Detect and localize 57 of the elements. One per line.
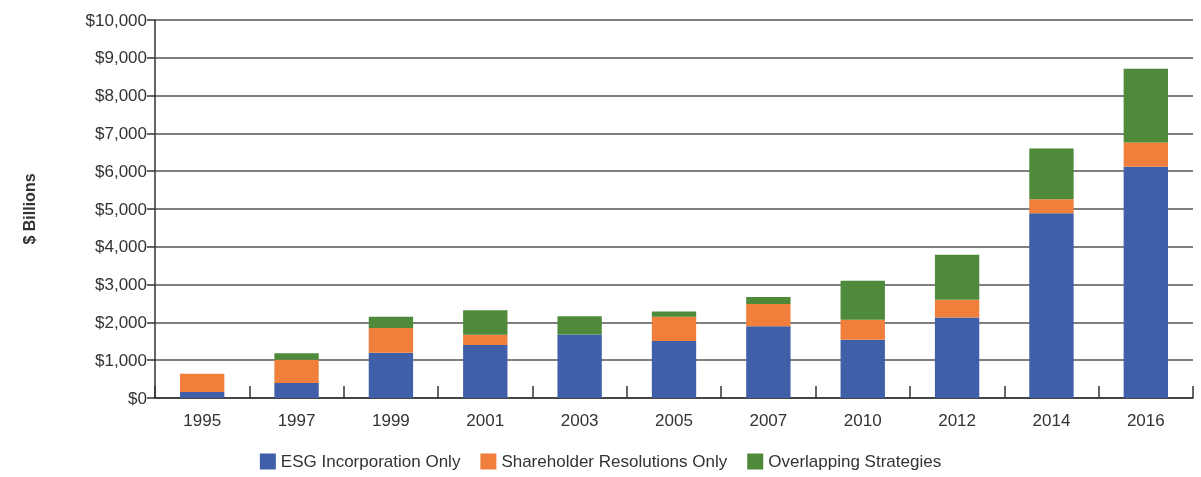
x-tick-label: 1995: [183, 411, 222, 430]
y-tick-label: $6,000: [95, 161, 147, 181]
bar: [840, 339, 885, 398]
x-tick-label: 1999: [372, 411, 410, 430]
bar: [463, 334, 508, 346]
y-tick-label: $4,000: [95, 237, 147, 257]
x-tick-label: 1997: [277, 411, 316, 430]
y-axis-title: $ Billions: [20, 173, 38, 245]
bar: [840, 280, 885, 320]
x-tick-label: 2001: [466, 411, 505, 430]
bar: [463, 310, 508, 335]
y-tick-label: $9,000: [95, 48, 147, 68]
x-tick-label: 2007: [749, 411, 788, 430]
y-tick-label: $8,000: [95, 86, 147, 106]
y-tick-label: $2,000: [95, 312, 147, 332]
x-tick-label: 2005: [655, 411, 693, 430]
y-tick-label: $10,000: [85, 10, 147, 30]
bar: [274, 382, 319, 398]
x-tick-label: 2010: [843, 411, 882, 430]
bar: [180, 391, 225, 398]
bar: [1123, 68, 1168, 143]
bar: [746, 303, 791, 327]
bar: [557, 316, 602, 335]
bar: [274, 353, 319, 360]
y-tick-label: $1,000: [95, 350, 147, 370]
legend-label: Shareholder Resolutions Only: [501, 452, 728, 471]
bar: [368, 316, 414, 329]
bar: [1029, 213, 1074, 398]
legend-label: Overlapping Strategies: [768, 452, 942, 471]
x-tick-label: 2012: [938, 411, 976, 430]
bar: [651, 340, 697, 398]
y-tick-label: $7,000: [95, 123, 147, 143]
x-tick-label: 2014: [1032, 411, 1071, 430]
bar: [463, 345, 508, 398]
bar: [368, 328, 414, 353]
bar: [840, 319, 885, 340]
bar: [557, 334, 602, 398]
x-tick-label: 2003: [560, 411, 599, 430]
bar: [274, 359, 319, 383]
bar: [934, 317, 980, 398]
y-tick-label: $3,000: [95, 275, 147, 295]
bar: [368, 352, 414, 398]
bar: [1123, 142, 1168, 167]
bar: [1029, 199, 1074, 214]
y-tick-label: $0: [128, 388, 147, 408]
bar: [651, 316, 697, 341]
legend-label: ESG Incorporation Only: [280, 452, 461, 471]
bar: [746, 297, 791, 304]
bar: [1029, 148, 1074, 200]
y-tick-label: $5,000: [95, 199, 147, 219]
bar: [651, 311, 697, 317]
bar: [180, 373, 225, 392]
bar: [934, 254, 980, 300]
bar: [746, 326, 791, 398]
bar: [1123, 166, 1168, 398]
x-tick-label: 2016: [1126, 411, 1165, 430]
bar: [934, 299, 980, 318]
